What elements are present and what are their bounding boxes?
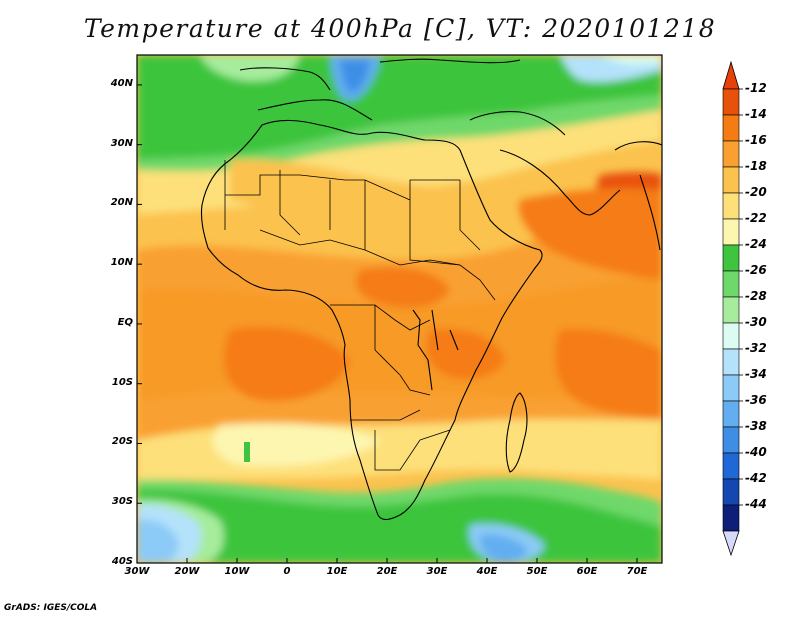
- footer-credit: GrADS: IGES/COLA: [4, 603, 98, 613]
- colorbar-label: -28: [745, 289, 767, 303]
- colorbar-swatch: [722, 504, 740, 532]
- lon-tick-label: 10E: [326, 566, 348, 577]
- lat-tick-label: EQ: [117, 316, 133, 328]
- lat-tick-label: 40N: [110, 77, 133, 89]
- colorbar-swatch: [722, 218, 740, 246]
- colorbar-label: -14: [745, 107, 767, 121]
- lat-tick-label: 30N: [110, 137, 133, 149]
- colorbar: [722, 60, 743, 557]
- plot-frame: [136, 54, 663, 564]
- colorbar-label: -34: [745, 367, 767, 381]
- colorbar-label: -36: [745, 393, 767, 407]
- colorbar-swatch: [722, 296, 740, 324]
- lon-tick-label: 40E: [476, 566, 498, 577]
- map-title: Temperature at 400hPa [C], VT: 202010121…: [83, 14, 717, 43]
- colorbar-swatch: [722, 452, 740, 480]
- colorbar-swatch: [722, 114, 740, 142]
- country-borders: [224, 160, 496, 471]
- colorbar-swatch: [722, 192, 740, 220]
- colorbar-label: -40: [745, 445, 767, 459]
- colorbar-swatch: [722, 166, 740, 194]
- colorbar-label: -18: [745, 159, 767, 173]
- lon-tick-label: 30E: [426, 566, 448, 577]
- axis-ticks: [136, 84, 638, 564]
- colorbar-swatch: [722, 140, 740, 168]
- colorbar-label: -12: [745, 81, 767, 95]
- lat-tick-label: 20S: [111, 436, 133, 448]
- lon-tick-label: 30W: [124, 566, 150, 577]
- temperature-field: [137, 55, 662, 563]
- colorbar-swatch: [722, 270, 740, 298]
- colorbar-label: -44: [745, 497, 767, 511]
- colorbar-swatch: [722, 88, 740, 116]
- lon-tick-label: 60E: [576, 566, 598, 577]
- lat-tick-label: 10N: [110, 257, 133, 269]
- colorbar-swatch: [722, 244, 740, 272]
- lat-tick-label: 20N: [110, 197, 133, 209]
- lon-tick-label: 0: [283, 566, 291, 577]
- colorbar-label: -26: [745, 263, 767, 277]
- lon-tick-label: 20E: [376, 566, 398, 577]
- lat-tick-label: 10S: [111, 376, 133, 388]
- colorbar-swatch: [722, 322, 740, 350]
- colorbar-label: -16: [745, 133, 767, 147]
- colorbar-label: -30: [745, 315, 767, 329]
- colorbar-swatch: [722, 348, 740, 376]
- colorbar-swatch: [722, 400, 740, 428]
- lat-tick-label: 30S: [111, 496, 133, 508]
- colorbar-swatch: [722, 426, 740, 454]
- coastlines: [200, 58, 662, 521]
- lon-tick-label: 50E: [526, 566, 548, 577]
- colorbar-bottom-arrow: [722, 530, 740, 557]
- colorbar-label: -38: [745, 419, 767, 433]
- colorbar-top-arrow: [722, 60, 740, 90]
- colorbar-label: -24: [745, 237, 767, 251]
- colorbar-label: -32: [745, 341, 767, 355]
- colorbar-label: -42: [745, 471, 767, 485]
- lat-tick-label: 40S: [111, 556, 133, 567]
- colorbar-label: -20: [745, 185, 767, 199]
- colorbar-label: -22: [745, 211, 767, 225]
- colorbar-swatch: [722, 374, 740, 402]
- lon-tick-label: 70E: [626, 566, 648, 577]
- colorbar-swatch: [722, 478, 740, 506]
- lon-tick-label: 20W: [174, 566, 200, 577]
- lon-tick-label: 10W: [224, 566, 250, 577]
